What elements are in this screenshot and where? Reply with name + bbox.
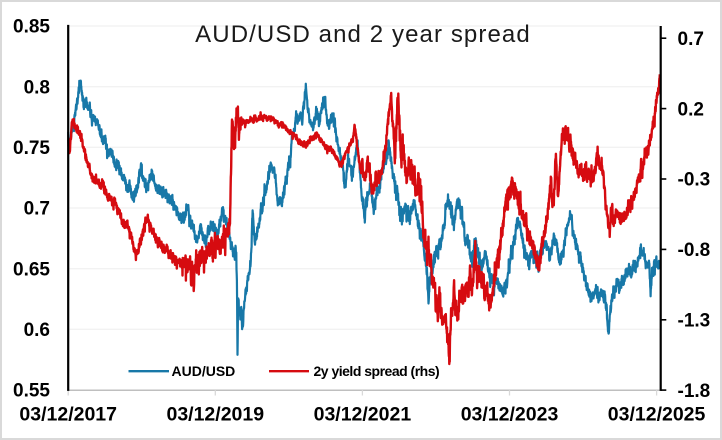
svg-text:0.55: 0.55 bbox=[13, 381, 50, 402]
svg-text:0.65: 0.65 bbox=[13, 259, 50, 280]
svg-text:AUD/USD and 2 year spread: AUD/USD and 2 year spread bbox=[195, 21, 531, 48]
svg-text:0.75: 0.75 bbox=[13, 138, 50, 159]
svg-text:0.2: 0.2 bbox=[678, 99, 704, 120]
svg-text:03/12/2017: 03/12/2017 bbox=[19, 403, 117, 425]
svg-text:0.6: 0.6 bbox=[24, 320, 50, 341]
svg-text:-1.3: -1.3 bbox=[678, 311, 711, 332]
svg-text:-0.8: -0.8 bbox=[678, 240, 711, 261]
svg-text:03/12/2019: 03/12/2019 bbox=[166, 403, 264, 425]
svg-text:0.85: 0.85 bbox=[13, 17, 50, 38]
svg-text:-1.8: -1.8 bbox=[678, 381, 711, 402]
svg-text:AUD/USD: AUD/USD bbox=[172, 363, 236, 379]
svg-text:0.8: 0.8 bbox=[24, 77, 50, 98]
svg-text:03/12/2025: 03/12/2025 bbox=[608, 403, 706, 425]
svg-text:0.7: 0.7 bbox=[24, 199, 50, 220]
svg-text:-0.3: -0.3 bbox=[678, 170, 711, 191]
svg-text:03/12/2023: 03/12/2023 bbox=[461, 403, 559, 425]
svg-text:03/12/2021: 03/12/2021 bbox=[314, 403, 412, 425]
svg-text:2y yield spread (rhs): 2y yield spread (rhs) bbox=[314, 363, 440, 379]
svg-text:0.7: 0.7 bbox=[678, 29, 704, 50]
